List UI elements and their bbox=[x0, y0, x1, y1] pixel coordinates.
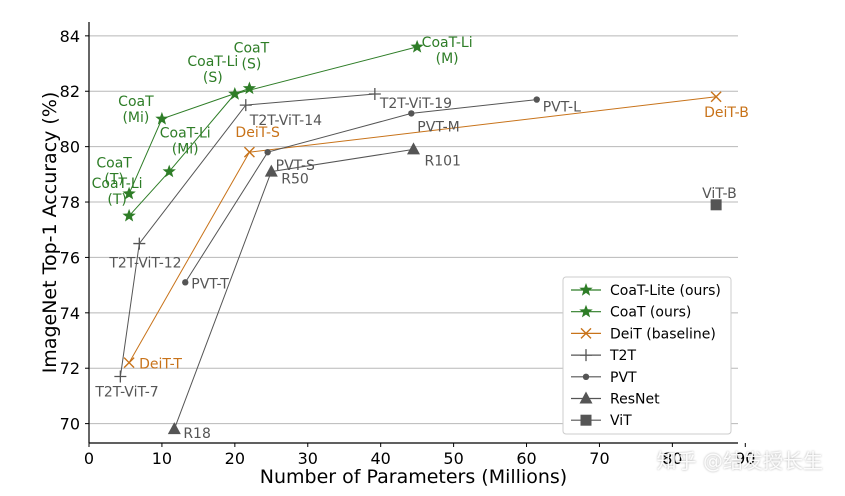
pvt-point-label: PVT-T bbox=[191, 276, 229, 292]
x-tick-label: 20 bbox=[225, 449, 245, 468]
t2t-point-label: T2T-ViT-14 bbox=[249, 113, 322, 129]
legend-marker-resnet bbox=[579, 391, 593, 404]
resnet-point-label: R101 bbox=[425, 153, 461, 169]
coat-ours-point-label: CoaT (Mi) bbox=[118, 94, 154, 126]
x-tick-label: 60 bbox=[516, 449, 536, 468]
coat-ours-point bbox=[242, 81, 257, 95]
resnet-point bbox=[407, 142, 420, 155]
coat-lite-ours-line bbox=[128, 46, 418, 217]
coat-lite-ours-point-label: CoaT-Li (T) bbox=[92, 176, 143, 208]
pvt-line bbox=[184, 99, 537, 283]
legend-label-deit-baseline: DeiT (baseline) bbox=[610, 326, 716, 342]
resnet-point-label: R50 bbox=[281, 172, 309, 188]
pvt-point bbox=[533, 96, 540, 103]
t2t-point-label: T2T-ViT-7 bbox=[94, 385, 158, 401]
x-tick-label: 80 bbox=[662, 449, 682, 468]
coat-lite-ours-point-label: CoaT-Li (Mi) bbox=[160, 126, 211, 158]
t2t-point bbox=[368, 88, 381, 101]
legend-label-vit: ViT bbox=[610, 413, 632, 429]
x-tick-label: 30 bbox=[298, 449, 318, 468]
legend-marker-deit-baseline bbox=[580, 327, 592, 339]
resnet-point bbox=[264, 164, 278, 177]
x-axis-title: Number of Parameters (Millions) bbox=[260, 466, 567, 488]
legend-marker-coat-ours bbox=[579, 304, 593, 318]
coat-ours-point-label: CoaT (T) bbox=[96, 156, 132, 188]
y-tick-label: 82 bbox=[60, 82, 80, 101]
deit-baseline-point-label: DeiT-T bbox=[139, 357, 182, 373]
pvt-point-label: PVT-L bbox=[543, 100, 581, 116]
deit-baseline-point-label: DeiT-S bbox=[235, 125, 280, 141]
vit-point-label: ViT-B bbox=[702, 186, 737, 202]
legend-box bbox=[562, 276, 732, 435]
x-tick-label: 40 bbox=[371, 449, 391, 468]
coat-lite-ours-point-label: CoaT-Li (S) bbox=[187, 54, 238, 86]
resnet-point bbox=[167, 422, 181, 435]
coat-lite-ours-point bbox=[162, 164, 176, 178]
t2t-line bbox=[119, 93, 375, 377]
coat-ours-point bbox=[122, 186, 136, 200]
y-tick-label: 76 bbox=[60, 248, 80, 267]
x-tick-label: 70 bbox=[589, 449, 609, 468]
x-tick-label: 0 bbox=[84, 449, 94, 468]
y-tick-label: 72 bbox=[60, 359, 80, 378]
t2t-point bbox=[133, 237, 146, 250]
legend-label-coat-ours: CoaT (ours) bbox=[610, 305, 691, 321]
pvt-point-label: PVT-M bbox=[417, 119, 459, 135]
deit-baseline-point bbox=[123, 357, 135, 369]
legend-label-t2t: T2T bbox=[609, 348, 636, 364]
legend-marker-vit bbox=[580, 414, 592, 426]
coat-lite-ours-point bbox=[122, 208, 136, 222]
y-tick-label: 80 bbox=[60, 138, 80, 157]
t2t-point-label: T2T-ViT-12 bbox=[108, 256, 181, 272]
legend-label-coat-lite-ours: CoaT-Lite (ours) bbox=[610, 283, 721, 299]
vit-point bbox=[710, 199, 722, 211]
y-tick-label: 70 bbox=[60, 415, 80, 434]
legend-marker-t2t bbox=[580, 349, 592, 362]
t2t-point bbox=[114, 370, 127, 383]
resnet-point-label: R18 bbox=[183, 426, 211, 442]
y-tick-label: 74 bbox=[60, 304, 80, 323]
pvt-point bbox=[264, 148, 271, 156]
y-axis-title: ImageNet Top-1 Accuracy (%) bbox=[39, 92, 61, 374]
deit-baseline-point-label: DeiT-B bbox=[704, 105, 749, 121]
t2t-point bbox=[239, 99, 252, 112]
deit-baseline-point bbox=[710, 91, 722, 103]
coat-lite-ours-point bbox=[410, 39, 424, 53]
watermark: 知乎 @结发授长生 bbox=[656, 449, 823, 473]
y-tick-label: 78 bbox=[60, 193, 80, 212]
coat-lite-ours-point-label: CoaT-Li (M) bbox=[422, 35, 473, 67]
legend-label-pvt: PVT bbox=[610, 370, 637, 386]
pvt-point-label: PVT-S bbox=[276, 158, 315, 174]
x-tick-label: 10 bbox=[152, 449, 172, 468]
pvt-point bbox=[408, 110, 415, 117]
y-tick-label: 84 bbox=[60, 27, 80, 46]
legend-marker-pvt bbox=[582, 373, 590, 380]
x-tick-label: 50 bbox=[443, 449, 463, 468]
deit-baseline-point bbox=[243, 146, 255, 158]
legend-label-resnet: ResNet bbox=[610, 392, 660, 408]
coat-ours-point-label: CoaT (S) bbox=[234, 40, 270, 72]
coat-ours-point bbox=[155, 111, 169, 125]
x-tick-label: 90 bbox=[735, 449, 755, 468]
legend-marker-coat-lite-ours bbox=[579, 283, 593, 296]
t2t-point-label: T2T-ViT-19 bbox=[379, 96, 452, 112]
pvt-point bbox=[182, 279, 189, 286]
